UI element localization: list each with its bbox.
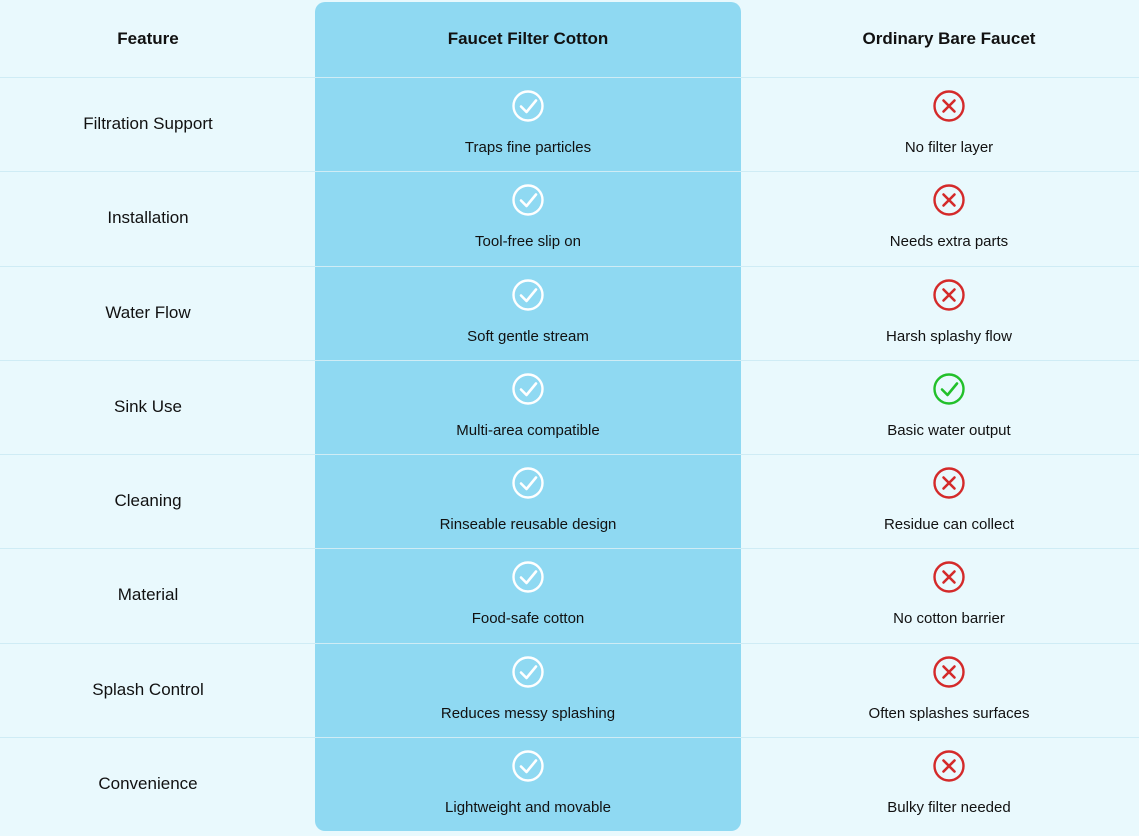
icon-graphic (512, 750, 544, 782)
row-separator (0, 265, 1139, 267)
cross-icon (932, 749, 966, 783)
cell-text: No filter layer (904, 139, 994, 156)
cell-text: Multi-area compatible (456, 421, 600, 439)
cell-text: Often splashes surfaces (868, 704, 1030, 722)
cross-icon (932, 560, 966, 594)
check-icon (511, 466, 545, 500)
cell-text: Lightweight and movable (445, 798, 611, 816)
row-separator (0, 171, 1139, 173)
icon-graphic (933, 467, 965, 499)
check-icon (511, 372, 545, 406)
icon-graphic (933, 561, 965, 593)
cell-text: Tool-free slip on (475, 233, 581, 251)
row-separator (0, 642, 1139, 644)
feature-label: Sink Use (113, 396, 183, 416)
feature-label: Filtration Support (83, 114, 213, 134)
check-icon (511, 278, 545, 312)
icon-graphic (512, 467, 544, 499)
cross-icon (932, 655, 966, 689)
icon-graphic (512, 184, 544, 216)
icon-graphic (512, 373, 544, 405)
header-cell: Faucet Filter Cotton (447, 29, 609, 48)
cell-text: Traps fine particles (464, 139, 592, 156)
check-icon (932, 372, 966, 406)
cross-icon (932, 466, 966, 500)
feature-label: Installation (107, 208, 189, 228)
icon-graphic (933, 750, 965, 782)
icon-graphic (933, 655, 965, 688)
feature-label: Convenience (98, 773, 198, 793)
header-cell: Ordinary Bare Faucet (862, 29, 1036, 48)
icon-graphic (933, 90, 965, 122)
check-icon (511, 655, 545, 689)
cell-text: No cotton barrier (893, 610, 1005, 628)
cell-text: Food-safe cotton (471, 610, 585, 628)
icon-graphic (512, 278, 544, 311)
row-separator (0, 736, 1139, 738)
header-cell: Feature (117, 29, 179, 48)
feature-label: Material (117, 585, 179, 605)
cell-text: Needs extra parts (889, 233, 1009, 251)
icon-graphic (933, 184, 965, 216)
check-icon (511, 183, 545, 217)
check-icon (511, 560, 545, 594)
feature-label: Splash Control (92, 679, 204, 699)
icon-graphic (512, 90, 544, 122)
cell-text: Residue can collect (883, 516, 1015, 533)
icon-graphic (933, 278, 965, 311)
cell-text: Basic water output (887, 421, 1011, 439)
feature-label: Cleaning (114, 491, 182, 511)
cell-text: Bulky filter needed (887, 798, 1011, 816)
row-separator (0, 77, 1139, 78)
cell-text: Rinseable reusable design (439, 516, 617, 533)
row-separator (0, 359, 1139, 361)
icon-graphic (512, 561, 544, 593)
cell-text: Soft gentle stream (467, 327, 589, 345)
cross-icon (932, 278, 966, 312)
row-separator (0, 454, 1139, 455)
icon-graphic (512, 655, 544, 688)
check-icon (511, 749, 545, 783)
row-separator (0, 548, 1139, 550)
icon-graphic (933, 373, 965, 405)
cell-text: Harsh splashy flow (886, 327, 1012, 345)
check-icon (511, 89, 545, 123)
cross-icon (932, 183, 966, 217)
feature-label: Water Flow (105, 302, 191, 322)
cell-text: Reduces messy splashing (440, 704, 616, 722)
highlight-column (315, 2, 741, 831)
cross-icon (932, 89, 966, 123)
